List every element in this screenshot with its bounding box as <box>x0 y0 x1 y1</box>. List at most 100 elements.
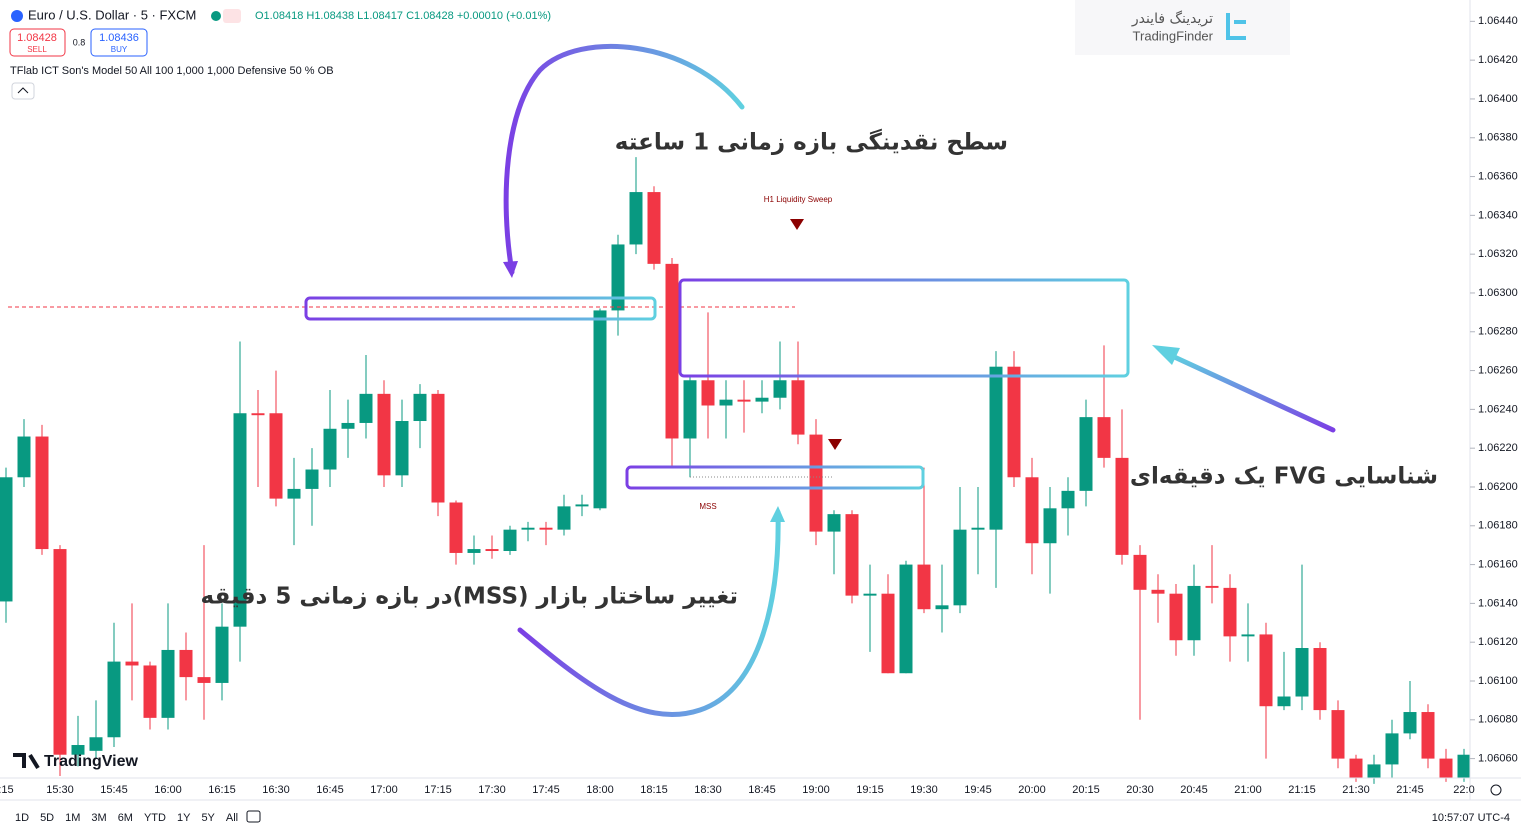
candle-body <box>683 380 697 439</box>
y-tick-label: 1.06280 <box>1478 326 1518 338</box>
candle-body <box>503 529 517 552</box>
candle-body <box>647 192 661 264</box>
candle-body <box>845 514 859 596</box>
x-tick-label: 20:15 <box>1072 784 1100 796</box>
y-tick-label: 1.06100 <box>1478 675 1518 687</box>
candle-body <box>1205 585 1219 588</box>
candle-body <box>719 399 733 406</box>
spread: 0.8 <box>73 37 86 47</box>
x-tick-label: 15:30 <box>46 784 74 796</box>
x-tick-label: 20:00 <box>1018 784 1046 796</box>
symbol-icon <box>11 10 23 22</box>
candle-body <box>431 393 445 503</box>
candle-body <box>0 477 13 602</box>
candle-body <box>1151 589 1165 594</box>
mss-marker <box>828 439 842 450</box>
candle-body <box>953 529 967 606</box>
candle-body <box>827 514 841 532</box>
range-button[interactable]: 1M <box>65 812 80 824</box>
brand: TradingFinder <box>1133 28 1214 43</box>
candle-body <box>53 549 67 755</box>
y-tick-label: 1.06220 <box>1478 442 1518 454</box>
candle-body <box>1331 710 1345 759</box>
candle-body <box>701 380 715 406</box>
candle-body <box>161 649 175 718</box>
range-button[interactable]: 3M <box>91 812 106 824</box>
date-range-icon[interactable] <box>246 810 261 823</box>
watermark: TradingView <box>44 753 139 770</box>
buy-price: 1.08436 <box>99 32 139 44</box>
x-tick-label: 16:45 <box>316 784 344 796</box>
candle-body <box>485 549 499 552</box>
candle-body <box>107 661 121 738</box>
arrow-head <box>1152 345 1180 365</box>
x-tick-label: 15:45 <box>100 784 128 796</box>
candle-body <box>971 527 985 530</box>
x-tick-label: 19:30 <box>910 784 938 796</box>
status-badge <box>223 9 241 23</box>
candle-body <box>1115 457 1129 555</box>
y-tick-label: 1.06440 <box>1478 15 1518 27</box>
x-tick-label: 19:15 <box>856 784 884 796</box>
range-button[interactable]: 1D <box>15 812 29 824</box>
settings-icon[interactable] <box>1490 784 1502 796</box>
y-tick-label: 1.06120 <box>1478 636 1518 648</box>
y-tick-label: 1.06320 <box>1478 248 1518 260</box>
sell-price: 1.08428 <box>17 32 57 44</box>
candle-body <box>755 397 769 402</box>
collapse-button[interactable] <box>11 82 35 100</box>
liquidity-zone <box>304 296 657 321</box>
candle-body <box>197 677 211 683</box>
x-tick-label: 17:00 <box>370 784 398 796</box>
candle-body <box>629 192 643 245</box>
candle-body <box>773 380 787 398</box>
candle-body <box>269 413 283 499</box>
y-tick-label: 1.06140 <box>1478 597 1518 609</box>
y-tick-label: 1.06300 <box>1478 287 1518 299</box>
range-button[interactable]: 5Y <box>201 812 215 824</box>
candle-body <box>557 506 571 530</box>
x-tick-label: 21:30 <box>1342 784 1370 796</box>
range-button[interactable]: YTD <box>144 812 166 824</box>
candle-body <box>521 527 535 530</box>
candle-body <box>287 488 301 499</box>
candle-body <box>611 244 625 311</box>
x-tick-label: 18:15 <box>640 784 668 796</box>
sell-button[interactable] <box>9 28 66 57</box>
symbol: Euro / U.S. Dollar · 5 · FXCM <box>28 7 196 22</box>
candle-body <box>449 502 463 553</box>
candle-body <box>1241 634 1255 637</box>
candle-body <box>989 366 1003 530</box>
y-tick-label: 1.06400 <box>1478 93 1518 105</box>
fvg-zone <box>678 278 1130 378</box>
candle-body <box>1421 712 1435 759</box>
candle-body <box>1133 554 1147 590</box>
brand-logo <box>1226 13 1246 40</box>
tv-logo <box>13 753 40 770</box>
buy-button[interactable] <box>90 28 148 57</box>
candle-body <box>917 564 931 610</box>
range-button[interactable]: 1Y <box>177 812 191 824</box>
sweep-marker <box>790 219 804 230</box>
x-tick-label: 20:45 <box>1180 784 1208 796</box>
range-button[interactable]: All <box>226 812 238 824</box>
y-tick-label: 1.06340 <box>1478 209 1518 221</box>
candle-body <box>1097 417 1111 458</box>
y-tick-label: 1.06080 <box>1478 714 1518 726</box>
candle-body <box>1187 585 1201 641</box>
y-tick-label: 1.06060 <box>1478 753 1518 765</box>
arrow-curve <box>517 509 781 717</box>
candle-body <box>251 413 265 416</box>
candle-body <box>395 421 409 476</box>
candle-body <box>341 422 355 429</box>
annotation: تغییر ساختار بازار (MSS)در بازه زمانی 5 … <box>201 584 738 610</box>
candle-body <box>1457 754 1471 778</box>
plot <box>0 157 1471 784</box>
range-button[interactable]: 6M <box>118 812 133 824</box>
candle-body <box>35 436 49 550</box>
x-tick-label: 21:45 <box>1396 784 1424 796</box>
clock: 10:57:07 UTC-4 <box>1432 812 1510 824</box>
brand-fa: تریدینگ فایندر <box>1131 10 1213 27</box>
range-button[interactable]: 5D <box>40 812 54 824</box>
